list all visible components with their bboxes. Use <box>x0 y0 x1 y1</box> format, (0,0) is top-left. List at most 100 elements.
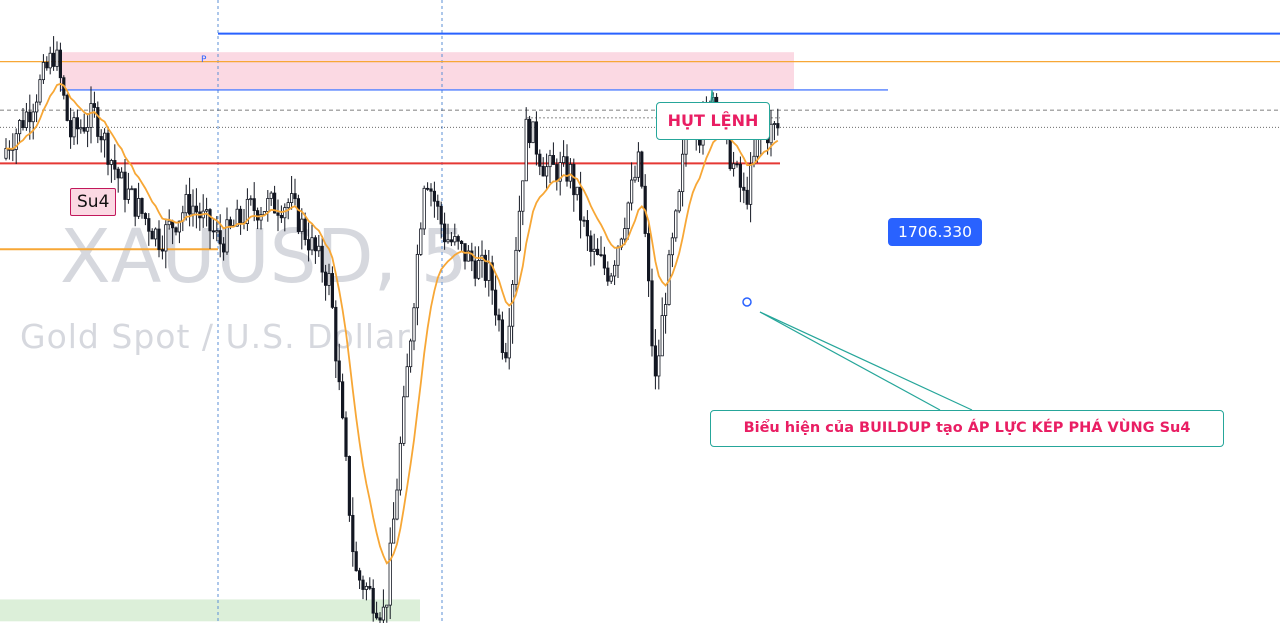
candle <box>572 158 576 212</box>
candle <box>296 194 301 235</box>
candle-body-up <box>524 118 528 182</box>
candle <box>609 272 613 284</box>
candle-body-up <box>103 132 107 141</box>
candle-body-up <box>398 442 403 491</box>
candle-body-up <box>204 209 209 212</box>
candle-body-up <box>215 230 219 233</box>
candle-body-up <box>130 188 134 191</box>
callout-missing-order[interactable]: HỤT LỆNH <box>656 102 770 140</box>
candle <box>742 172 746 204</box>
candle <box>514 236 518 297</box>
candle-body-down <box>735 163 739 166</box>
candle-body-up <box>548 155 552 168</box>
candle <box>164 218 168 269</box>
candle <box>225 207 229 255</box>
candle-body-down <box>65 94 69 121</box>
candle <box>96 101 100 144</box>
candle <box>623 217 627 246</box>
candle-body-up <box>38 79 42 103</box>
candle-body-down <box>160 249 164 252</box>
candle-body-up <box>385 604 389 608</box>
candle <box>218 214 222 258</box>
candle-body-up <box>664 304 668 316</box>
candle <box>422 185 426 236</box>
candle-body-down <box>313 237 318 252</box>
candle <box>507 308 511 370</box>
candle-body-down <box>303 218 307 240</box>
candle <box>677 189 681 214</box>
candle-body-down <box>378 617 382 621</box>
candle <box>374 601 379 620</box>
candle <box>613 260 617 286</box>
candle <box>558 151 562 196</box>
price-badge[interactable]: 1706.330 <box>888 218 982 246</box>
candle <box>599 236 603 258</box>
candle <box>249 195 253 206</box>
candle-body-up <box>24 111 29 128</box>
candle-body-down <box>347 456 352 516</box>
candle-body-up <box>510 284 515 327</box>
candle <box>425 182 430 191</box>
candle <box>283 203 287 232</box>
candle-body-down <box>116 168 120 179</box>
candle <box>732 151 736 177</box>
candle-body-up <box>558 162 562 182</box>
candle <box>470 242 474 272</box>
candle <box>432 181 437 218</box>
candle <box>24 102 29 131</box>
candle-body-up <box>126 188 130 200</box>
candle <box>412 303 416 351</box>
candle <box>446 223 450 244</box>
candle <box>194 188 198 229</box>
candle <box>619 237 624 251</box>
candle <box>31 103 35 140</box>
candle <box>177 220 181 244</box>
candle-body-up <box>487 262 491 281</box>
candle-body-down <box>252 198 256 211</box>
candle-body-down <box>572 163 576 196</box>
candle-body-down <box>334 306 338 362</box>
candle <box>524 107 528 182</box>
candle <box>657 339 661 390</box>
candle-body-up <box>259 214 263 221</box>
candle-body-down <box>371 587 375 614</box>
candle <box>371 579 375 622</box>
candle-body-down <box>368 585 372 589</box>
candle-body-up <box>109 160 113 165</box>
candle <box>402 385 406 447</box>
candle-body-down <box>742 186 746 191</box>
candle <box>429 183 433 207</box>
candle <box>334 300 338 379</box>
candle <box>75 109 79 145</box>
candle-body-down <box>52 52 56 67</box>
candle-body-up <box>4 148 8 159</box>
su4-zone-label[interactable]: Su4 <box>70 188 117 216</box>
candle <box>640 150 644 189</box>
candle <box>327 263 331 296</box>
candle-body-up <box>453 236 457 243</box>
candle <box>238 205 243 235</box>
candle-body-up <box>415 254 420 309</box>
candle-body-up <box>72 117 76 138</box>
candle <box>7 140 11 160</box>
candle <box>596 238 600 256</box>
candle-body-up <box>408 340 413 368</box>
candle <box>575 186 579 201</box>
candle <box>391 502 396 544</box>
candle-body-up <box>364 585 369 590</box>
candle <box>310 224 314 256</box>
candle-body-down <box>653 345 658 377</box>
candle <box>772 121 777 141</box>
candle <box>82 113 86 134</box>
candle-body-up <box>626 202 630 229</box>
candle-body-down <box>28 111 32 123</box>
candle <box>279 205 284 223</box>
candle-body-up <box>514 249 518 285</box>
candle <box>548 149 552 184</box>
candle-body-down <box>579 186 583 221</box>
candle-body-down <box>490 262 494 291</box>
candle-body-up <box>636 151 641 178</box>
callout-buildup[interactable]: Biểu hiện của BUILDUP tạo ÁP LỰC KÉP PHÁ… <box>710 410 1224 447</box>
